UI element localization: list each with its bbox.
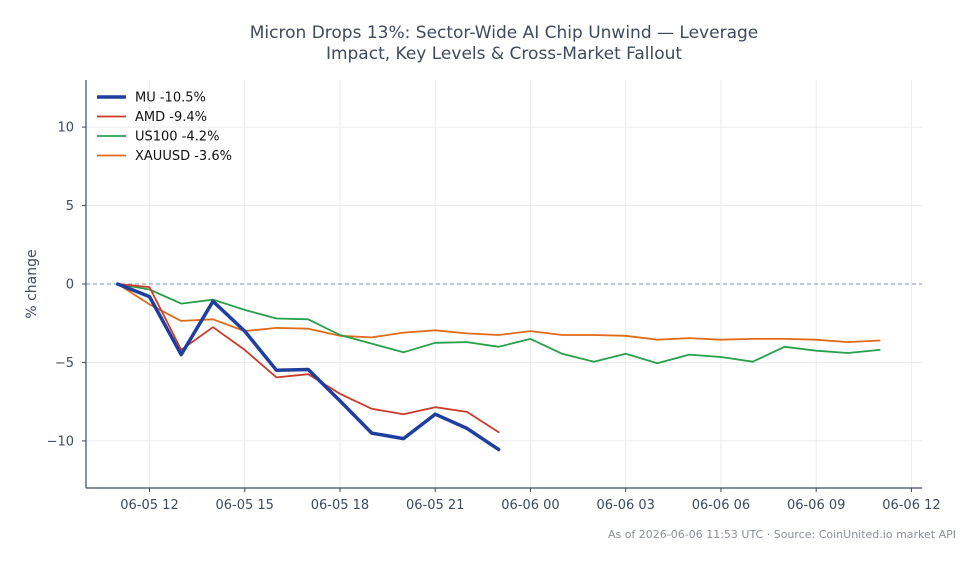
legend-label-xauusd: XAUUSD -3.6% xyxy=(135,149,232,164)
chart-title-line-2: Impact, Key Levels & Cross-Market Fallou… xyxy=(326,44,682,64)
legend-label-us100: US100 -4.2% xyxy=(135,130,219,145)
y-tick-label: −5 xyxy=(55,356,74,371)
legend-label-amd: AMD -9.4% xyxy=(135,110,207,125)
series-line-amd xyxy=(116,283,500,434)
legend-label-mu: MU -10.5% xyxy=(135,91,206,106)
series-line-mu xyxy=(115,282,501,452)
x-tick-label: 06-06 03 xyxy=(596,498,654,513)
y-tick-label: 0 xyxy=(66,278,74,293)
x-tick-label: 06-05 21 xyxy=(406,498,464,513)
x-axis-ticks: 06-05 12 06-05 15 06-05 18 06-05 21 06-06 00… xyxy=(120,488,941,513)
x-tick-label: 06-06 00 xyxy=(501,498,559,513)
x-tick-label: 06-06 06 xyxy=(692,498,750,513)
x-tick-label: 06-05 15 xyxy=(216,498,274,513)
series-line-xauusd xyxy=(116,283,881,344)
y-tick-label: 10 xyxy=(57,121,74,136)
x-tick-label: 06-05 12 xyxy=(120,498,178,513)
series-line-us100 xyxy=(116,283,881,365)
y-axis-title: % change xyxy=(24,249,40,318)
x-tick-label: 06-06 12 xyxy=(882,498,940,513)
legend: MU -10.5% AMD -9.4% US100 -4.2% XAUUSD -3.6… xyxy=(97,91,232,164)
chart-title-line-1: Micron Drops 13%: Sector-Wide AI Chip Un… xyxy=(250,23,758,43)
source-footer: As of 2026-06-06 11:53 UTC · Source: Coi… xyxy=(608,528,956,541)
x-tick-label: 06-06 09 xyxy=(787,498,845,513)
series-lines xyxy=(115,282,881,452)
y-tick-label: −10 xyxy=(47,434,74,449)
y-axis-ticks: −10 −5 0 5 10 xyxy=(47,121,86,449)
x-tick-label: 06-05 18 xyxy=(311,498,369,513)
y-tick-label: 5 xyxy=(66,199,74,214)
